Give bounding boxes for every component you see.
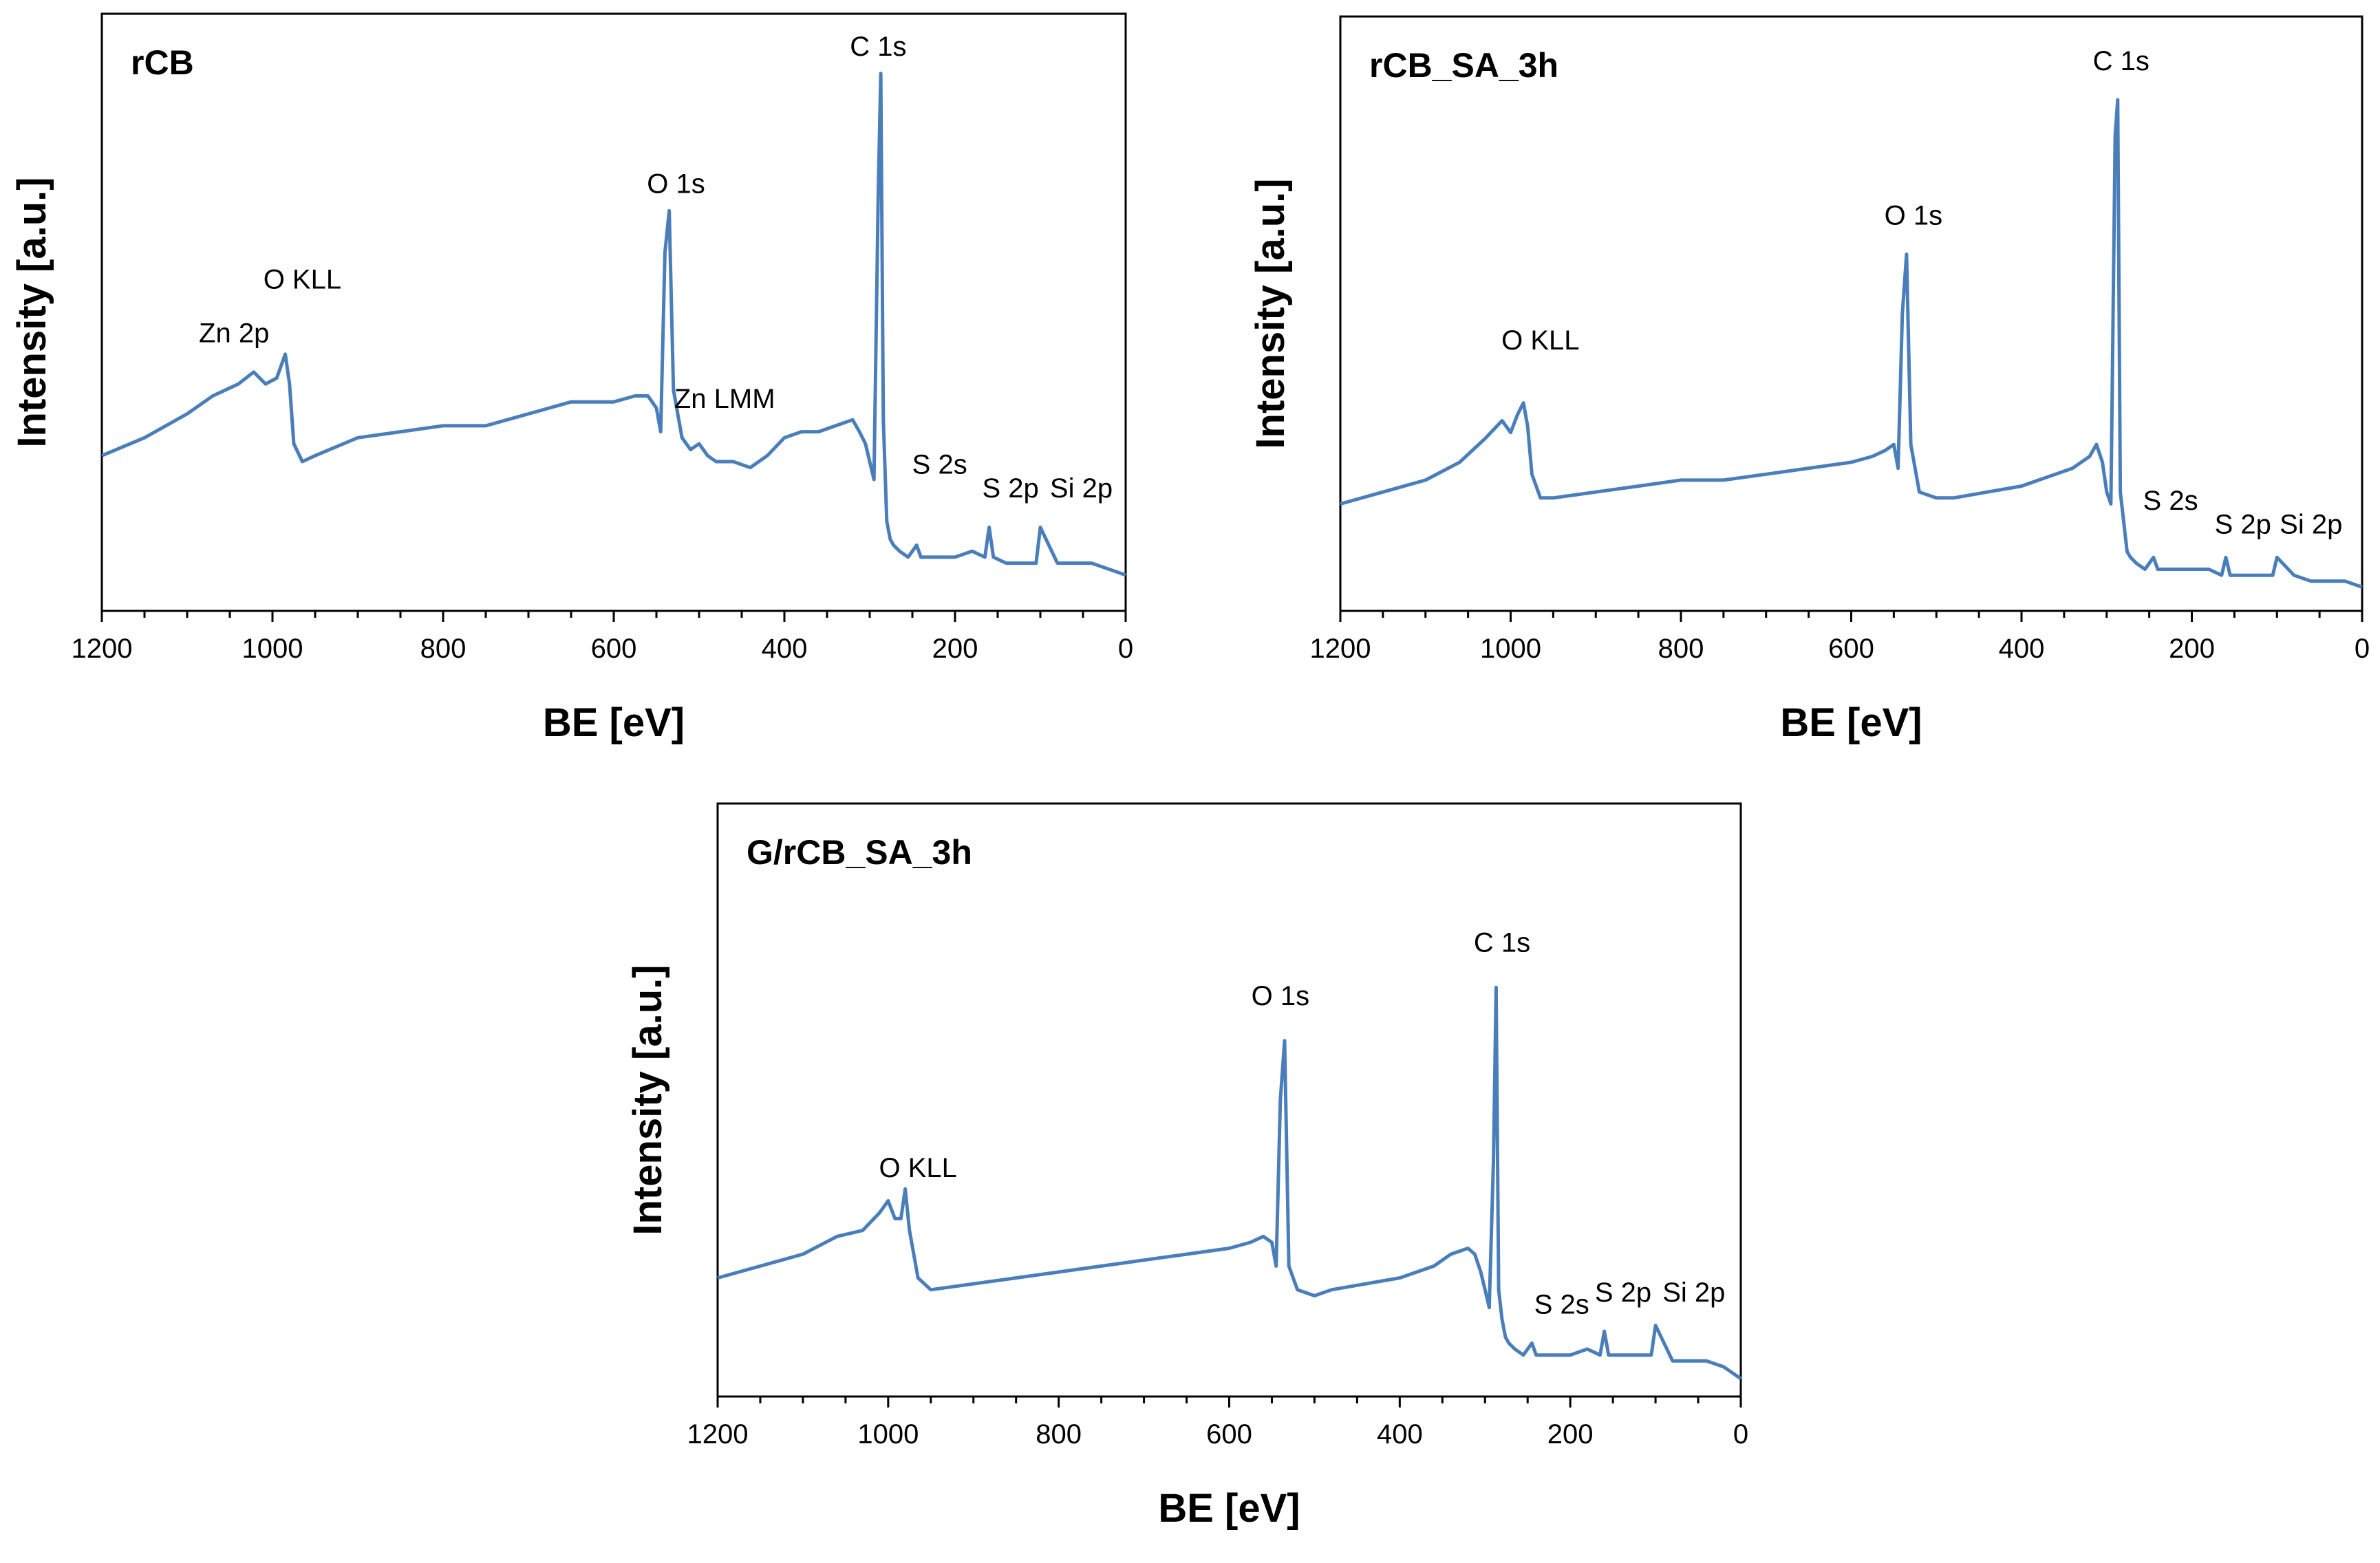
panel-title: rCB [131, 43, 194, 82]
peak-label: C 1s [2093, 46, 2149, 76]
peak-label: Zn 2p [199, 318, 269, 348]
peak-label: O KLL [1501, 325, 1579, 356]
x-tick-label: 1000 [242, 634, 303, 664]
peak-label: Si 2p [1662, 1278, 1725, 1308]
peak-label: Si 2p [1050, 473, 1113, 504]
x-axis-title: BE [eV] [543, 700, 685, 745]
y-axis-title: Intensity [a.u.] [1248, 178, 1293, 449]
peak-label: O KLL [264, 264, 341, 294]
spectrum-line [717, 985, 1742, 1381]
peak-label: O 1s [1885, 200, 1942, 230]
peak-label: C 1s [1474, 928, 1530, 958]
peak-label: S 2s [912, 449, 967, 479]
panel-2: 1200 1000 800 600 400 200 0 G/rCB_SA_3h BE [eV] I… [625, 802, 1748, 1531]
panel-0: 1200 1000 800 600 400 200 0 rCB BE [eV] Intensity… [10, 12, 1133, 745]
x-tick-label: 800 [1036, 1419, 1082, 1449]
peak-label: S 2s [1534, 1289, 1589, 1319]
x-axis-title: BE [eV] [1158, 1486, 1300, 1531]
peak-label: O 1s [647, 169, 705, 199]
x-tick-label: 1000 [1480, 634, 1541, 664]
y-axis-title: Intensity [a.u.] [625, 964, 670, 1235]
peak-label: S 2s [2143, 486, 2198, 516]
panel-title: rCB_SA_3h [1369, 46, 1558, 85]
spectrum-line [1340, 98, 2363, 589]
panel-1: 1200 1000 800 600 400 200 0 rCB_SA_3h BE [eV] Int… [1248, 15, 2370, 745]
x-tick-label: 0 [1733, 1419, 1748, 1449]
x-tick-label: 1200 [687, 1419, 749, 1449]
x-tick-label: 200 [1547, 1419, 1594, 1449]
x-tick-label: 600 [591, 634, 637, 664]
plot-frame [100, 12, 1127, 612]
peak-label: Zn LMM [674, 384, 775, 414]
x-tick-label: 800 [1658, 634, 1704, 664]
x-tick-label: 0 [1118, 634, 1133, 664]
x-tick-label: 1200 [1310, 634, 1371, 664]
x-tick-label: 200 [932, 634, 978, 664]
peak-label: Si 2p [2280, 510, 2342, 540]
peak-label: O 1s [1252, 981, 1309, 1011]
x-tick-label: 400 [762, 634, 808, 664]
x-tick-label: 800 [420, 634, 467, 664]
x-tick-label: 200 [2169, 634, 2215, 664]
panel-title: G/rCB_SA_3h [747, 833, 972, 872]
spectrum-line [101, 72, 1126, 577]
peak-label: S 2p [2215, 510, 2271, 540]
x-tick-label: 600 [1206, 1419, 1252, 1449]
peak-label: S 2p [982, 473, 1038, 504]
plot-frame [1339, 15, 2363, 612]
x-tick-label: 1000 [857, 1419, 919, 1449]
x-tick-label: 600 [1828, 634, 1874, 664]
x-tick-label: 1200 [72, 634, 133, 664]
x-tick-label: 400 [1999, 634, 2045, 664]
x-tick-label: 0 [2355, 634, 2370, 664]
peak-label: S 2p [1595, 1278, 1651, 1308]
peak-label: C 1s [850, 32, 906, 62]
y-axis-title: Intensity [a.u.] [10, 177, 54, 447]
x-tick-label: 400 [1377, 1419, 1423, 1449]
x-axis-title: BE [eV] [1780, 700, 1922, 745]
peak-label: O KLL [879, 1153, 957, 1183]
